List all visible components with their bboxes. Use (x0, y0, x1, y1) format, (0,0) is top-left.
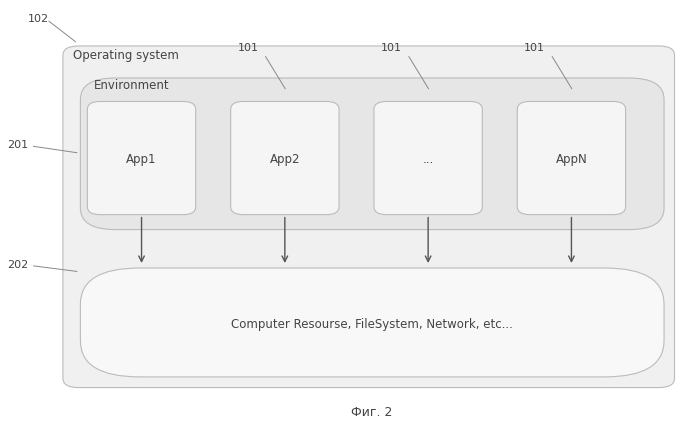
Text: 101: 101 (381, 43, 402, 53)
FancyBboxPatch shape (80, 268, 664, 377)
Text: 102: 102 (28, 14, 49, 24)
Text: Operating system: Operating system (73, 49, 179, 62)
FancyBboxPatch shape (374, 102, 482, 215)
Text: Environment: Environment (94, 79, 170, 92)
Text: ...: ... (422, 152, 434, 165)
Text: 101: 101 (238, 43, 259, 53)
FancyBboxPatch shape (517, 102, 626, 215)
Text: 202: 202 (7, 259, 28, 269)
Text: AppN: AppN (556, 152, 587, 165)
Text: 101: 101 (524, 43, 545, 53)
Text: Computer Resourse, FileSystem, Network, etc...: Computer Resourse, FileSystem, Network, … (231, 317, 513, 330)
Text: 201: 201 (7, 140, 28, 150)
Text: App2: App2 (270, 152, 300, 165)
Text: App1: App1 (127, 152, 157, 165)
FancyBboxPatch shape (231, 102, 339, 215)
Text: Фиг. 2: Фиг. 2 (351, 406, 393, 418)
FancyBboxPatch shape (63, 47, 675, 388)
FancyBboxPatch shape (87, 102, 196, 215)
FancyBboxPatch shape (80, 79, 664, 230)
